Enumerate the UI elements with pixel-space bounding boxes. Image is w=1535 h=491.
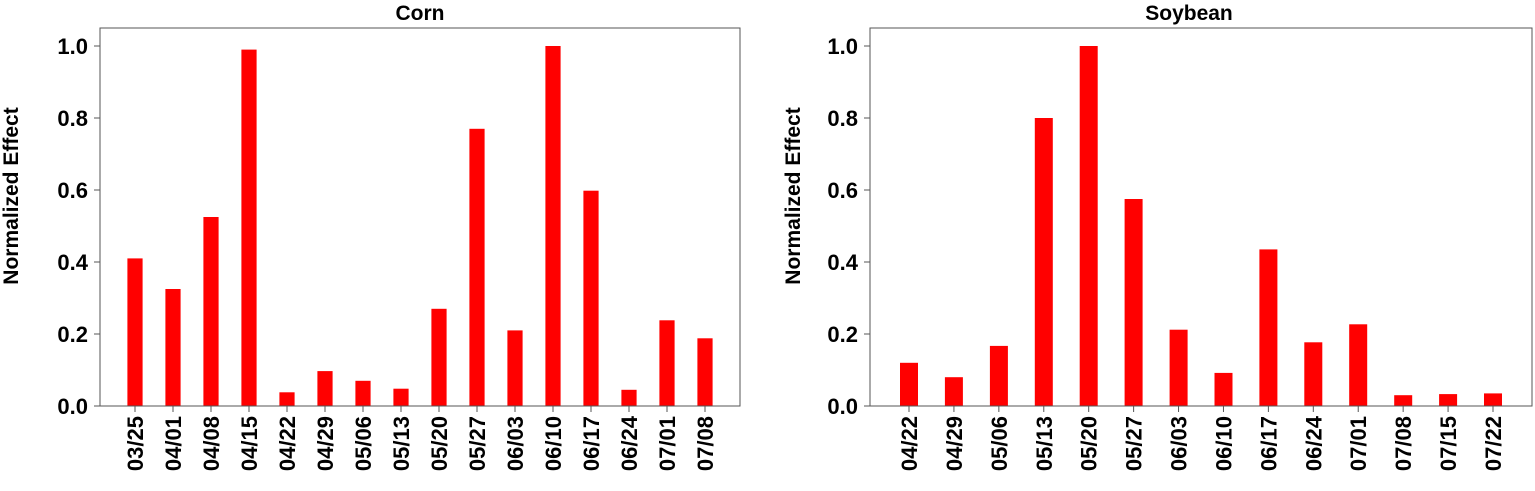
x-tick-label: 06/10: [1212, 416, 1237, 471]
x-tick-label: 07/15: [1436, 416, 1461, 471]
bar: [583, 190, 599, 406]
x-tick-label: 05/27: [465, 416, 490, 471]
y-tick-label: 0.6: [827, 178, 858, 203]
bar: [1079, 46, 1098, 406]
bar: [989, 345, 1008, 406]
bar: [944, 377, 963, 406]
bar: [1439, 394, 1458, 406]
bar: [241, 49, 257, 406]
y-tick-label: 0.6: [57, 178, 88, 203]
chart-title: Corn: [396, 2, 445, 25]
x-tick-label: 04/22: [275, 416, 300, 471]
x-tick-label: 04/29: [313, 416, 338, 471]
bar: [1394, 395, 1413, 406]
y-ticks: 0.0 0.2 0.4 0.6 0.8 1.0: [827, 34, 870, 419]
bars: [127, 46, 713, 407]
bar: [1349, 324, 1368, 406]
x-tick-label: 05/06: [351, 416, 376, 471]
x-tick-label: 05/20: [427, 416, 452, 471]
x-tick-label: 04/01: [161, 416, 186, 471]
x-tick-label: 05/27: [1122, 416, 1147, 471]
bars: [900, 46, 1502, 406]
bar: [165, 289, 181, 406]
bar: [621, 389, 637, 406]
y-ticks: 0.0 0.2 0.4 0.6 0.8 1.0: [57, 34, 100, 419]
y-tick-label: 0.2: [57, 322, 88, 347]
bar: [1124, 199, 1143, 406]
x-tick-label: 05/20: [1077, 416, 1102, 471]
x-tick-label: 06/24: [1301, 415, 1326, 471]
bar: [203, 217, 219, 406]
soybean-chart: Soybean Normalized Effect 0.00.20.40.60.…: [782, 2, 1533, 471]
bar: [1259, 249, 1278, 406]
y-tick-label: 0.4: [827, 250, 858, 275]
x-tick-label: 07/01: [1346, 416, 1371, 471]
x-tick-label: 04/29: [942, 416, 967, 471]
x-ticks: 04/22 04/29 05/06 05/13 05/20 05/27 06/03 06/10…: [897, 406, 1506, 471]
corn-chart: Corn Normalized Effect 0.0 0.2 0.4 0.6 0.8 1.…: [0, 2, 741, 471]
x-tick-label: 04/15: [237, 416, 262, 471]
bar: [1304, 342, 1323, 406]
bar: [900, 362, 918, 406]
x-tick-label: 06/03: [503, 416, 528, 471]
bar: [507, 330, 523, 406]
x-tick-label: 06/17: [579, 416, 604, 471]
bar: [431, 308, 447, 406]
x-ticks: 03/25 04/01 04/08 04/15 04/22 04/29 05/06 05/13…: [123, 406, 718, 471]
bar: [1484, 393, 1502, 406]
x-tick-label: 05/13: [389, 416, 414, 471]
y-tick-label: 0.8: [827, 106, 858, 131]
x-tick-label: 06/17: [1256, 416, 1281, 471]
x-tick-label: 06/10: [541, 416, 566, 471]
y-tick-label: 1.0: [57, 34, 88, 59]
y-tick-label: 0.2: [827, 322, 858, 347]
y-axis-label: Normalized Effect: [0, 107, 23, 284]
plot-frame: [869, 27, 1533, 407]
x-tick-label: 05/06: [987, 416, 1012, 471]
bar: [1169, 329, 1188, 406]
bar: [1214, 372, 1233, 406]
x-tick-label: 07/01: [655, 416, 680, 471]
bar: [545, 46, 561, 406]
x-tick-label: 06/03: [1167, 416, 1192, 471]
bar: [355, 380, 371, 406]
x-tick-label: 04/08: [199, 416, 224, 471]
y-axis-label: Normalized Effect: [782, 107, 805, 284]
x-tick-label: 03/25: [123, 416, 148, 471]
y-tick-label: 0.4: [57, 250, 88, 275]
y-tick-label: 0.0: [827, 394, 858, 419]
bar: [1034, 118, 1053, 406]
x-tick-label: 06/24: [617, 415, 642, 471]
bar: [659, 320, 675, 406]
bar: [393, 388, 409, 406]
x-tick-label: 07/08: [693, 416, 718, 471]
y-tick-label: 0.0: [57, 394, 88, 419]
bar: [279, 392, 295, 406]
bar: [317, 371, 333, 406]
chart-title: Soybean: [1145, 2, 1233, 25]
y-tick-label: 1.0: [827, 34, 858, 59]
bar: [469, 128, 485, 407]
x-tick-label: 07/22: [1481, 416, 1506, 471]
x-tick-label: 07/08: [1391, 416, 1416, 471]
bar: [697, 338, 713, 406]
x-tick-label: 04/22: [897, 416, 922, 471]
bar: [127, 258, 143, 406]
plot-frame: [99, 27, 741, 407]
x-tick-label: 05/13: [1032, 416, 1057, 471]
y-tick-label: 0.8: [57, 106, 88, 131]
